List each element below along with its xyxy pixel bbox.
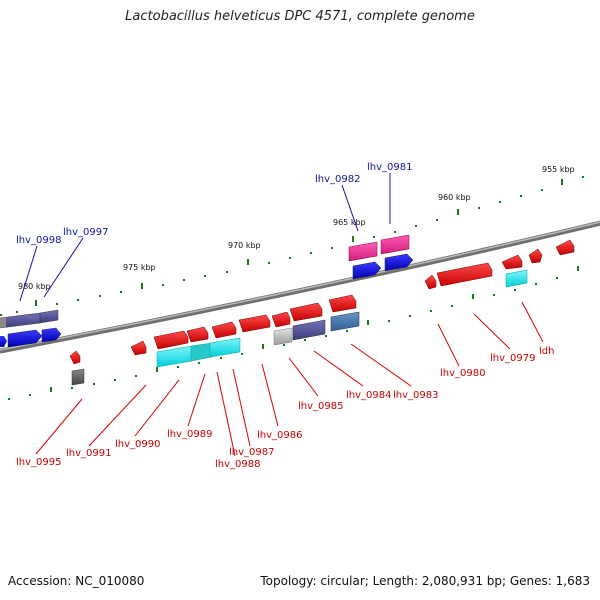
label-lhv-0991[interactable]: lhv_0991 [66, 448, 111, 459]
scale-label-960: 960 kbp [438, 193, 471, 202]
gene-lhv-0986[interactable] [238, 314, 271, 333]
label-lhv-0981[interactable]: lhv_0981 [367, 162, 412, 173]
label-ldh[interactable]: ldh [539, 346, 554, 357]
genome-backbone-highlight [0, 221, 600, 351]
gene-lhv-0983-steel[interactable] [330, 311, 360, 332]
gene-ldh[interactable] [501, 254, 523, 270]
label-lhv-0989[interactable]: lhv_0989 [167, 429, 212, 440]
gene-lhv-0990[interactable] [153, 330, 189, 350]
gene-blue-left-edge[interactable] [0, 336, 7, 347]
label-lhv-0986[interactable]: lhv_0986 [257, 430, 302, 441]
top-leader-lines [19, 173, 391, 302]
gene-lhv-0984-purple[interactable] [292, 319, 326, 341]
scale-label-955: 955 kbp [542, 165, 575, 174]
gene-fragment-gray[interactable] [0, 317, 6, 328]
gene-lhv-0981[interactable] [380, 234, 410, 255]
gene-blue-mid-1[interactable] [352, 261, 382, 280]
accession-text: Accession: NC_010080 [8, 574, 145, 588]
gene-lhv-0979[interactable] [505, 269, 528, 288]
gene-lhv-0985[interactable] [271, 311, 291, 328]
label-lhv-0983[interactable]: lhv_0983 [393, 390, 438, 401]
label-lhv-0985[interactable]: lhv_0985 [298, 401, 343, 412]
scale-label-975: 975 kbp [123, 263, 156, 272]
label-lhv-0990[interactable]: lhv_0990 [115, 439, 160, 450]
forward-strand-genes [0, 234, 414, 348]
gene-lhv-0983[interactable] [328, 294, 357, 313]
genome-summary-text: Topology: circular; Length: 2,080,931 bp… [260, 574, 590, 588]
gene-lhv-0985-gray[interactable] [273, 327, 293, 346]
gene-cyan-3[interactable] [209, 337, 241, 358]
scale-label-965: 965 kbp [333, 218, 366, 227]
gene-lhv-0989[interactable] [186, 326, 209, 343]
gene-red-far-right[interactable] [555, 239, 575, 256]
lower-scale-ticks [8, 266, 579, 400]
gene-lhv-0987[interactable] [211, 321, 237, 339]
gene-blue-mid-2[interactable] [384, 253, 414, 272]
gene-lhv-0997[interactable] [39, 309, 59, 324]
gene-red-right-small[interactable] [528, 248, 543, 264]
label-lhv-0980[interactable]: lhv_0980 [440, 368, 485, 379]
gene-lhv-0995-dark[interactable] [71, 368, 85, 386]
reverse-strand-genes [69, 239, 575, 386]
map-title: Lactobacillus helveticus DPC 4571, compl… [125, 9, 475, 24]
gene-lhv-0982[interactable] [348, 241, 378, 262]
label-lhv-0979[interactable]: lhv_0979 [490, 353, 535, 364]
gene-cyan-2[interactable] [190, 342, 213, 362]
gene-blue-left-2[interactable] [41, 327, 62, 343]
scale-label-970: 970 kbp [228, 241, 261, 250]
genome-backbone [0, 220, 600, 354]
label-lhv-0988[interactable]: lhv_0988 [215, 459, 260, 470]
upper-scale-ticks [0, 176, 584, 316]
label-lhv-0984[interactable]: lhv_0984 [346, 390, 391, 401]
gene-lhv-0980[interactable] [436, 262, 493, 287]
gene-blue-left-1[interactable] [7, 329, 43, 348]
gene-lhv-0991[interactable] [130, 340, 147, 356]
gene-lhv-0995[interactable] [69, 350, 81, 365]
gene-lhv-0984[interactable] [289, 302, 323, 322]
label-lhv-0998[interactable]: lhv_0998 [16, 235, 61, 246]
gene-cyan-1[interactable] [156, 345, 193, 368]
label-lhv-0982[interactable]: lhv_0982 [315, 174, 360, 185]
scale-label-980: 980 kbp [18, 282, 51, 291]
label-lhv-0987[interactable]: lhv_0987 [229, 447, 274, 458]
gene-red-small-0980[interactable] [424, 274, 437, 290]
label-lhv-0995[interactable]: lhv_0995 [16, 457, 61, 468]
bottom-leader-lines [35, 301, 544, 457]
label-lhv-0997[interactable]: lhv_0997 [63, 227, 108, 238]
